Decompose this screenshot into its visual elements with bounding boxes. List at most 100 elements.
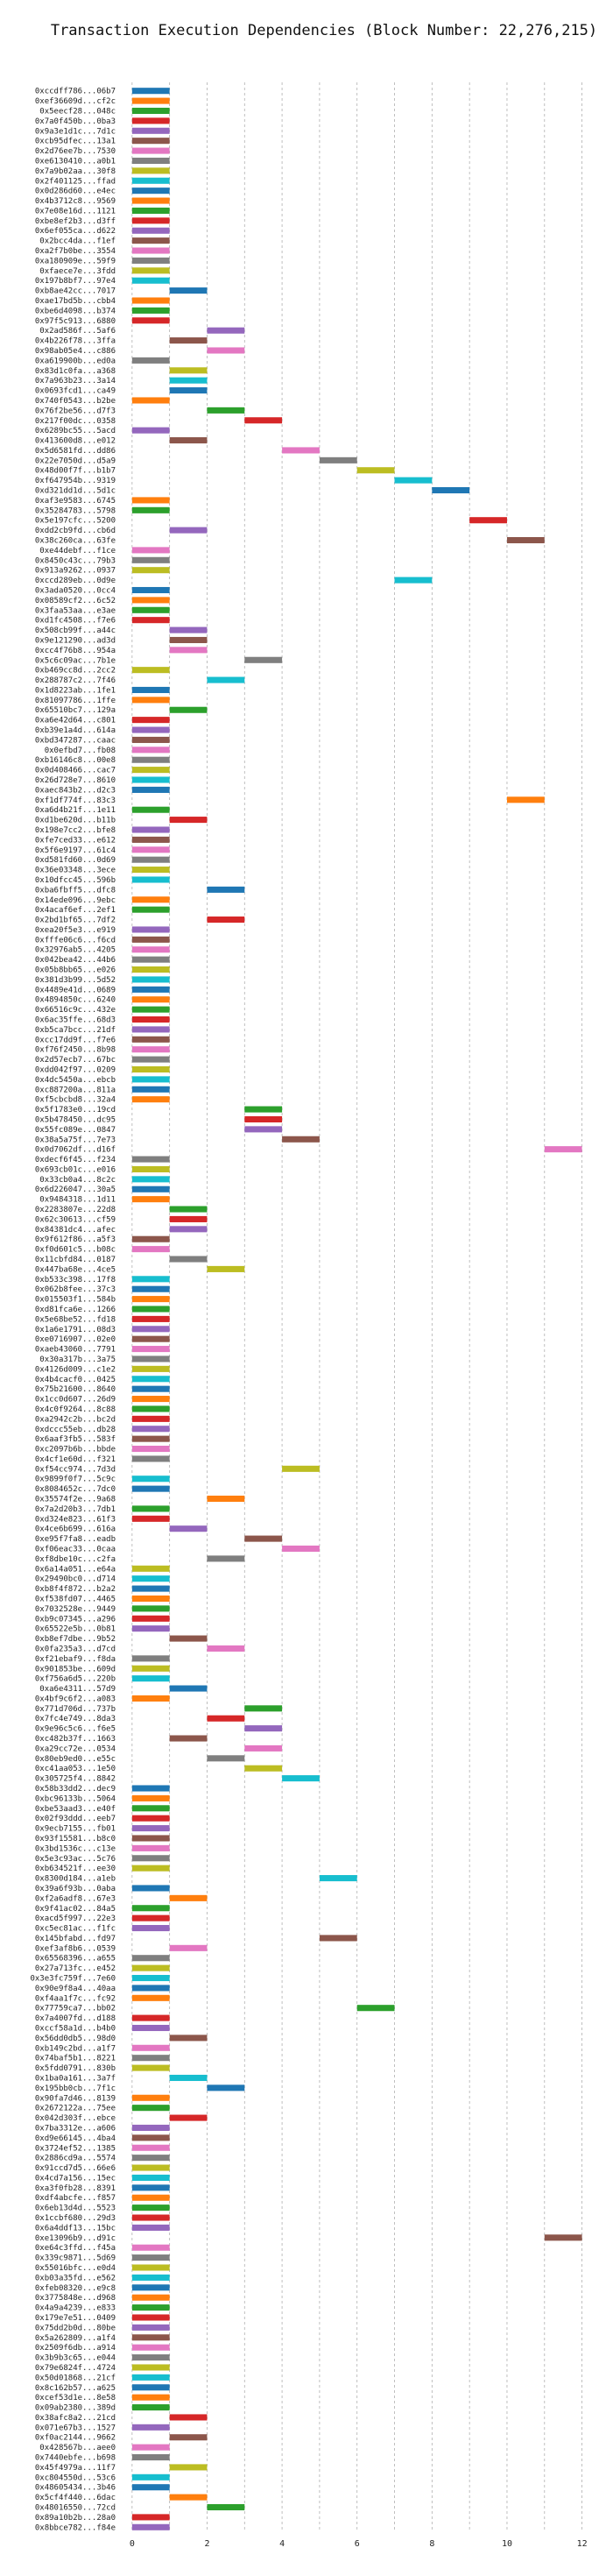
transaction-bar <box>544 1146 582 1153</box>
transaction-label: 0x2ad586f...5af6 <box>39 327 116 336</box>
transaction-label: 0x6289bc55...5acd <box>35 427 116 435</box>
transaction-label: 0x48605434...3b46 <box>35 2484 116 2493</box>
transaction-label: 0xcc17dd9f...f7e6 <box>35 1036 116 1044</box>
transaction-label: 0x217f00dc...0358 <box>35 417 116 426</box>
transaction-label: 0xb16146c8...00e8 <box>35 756 116 765</box>
transaction-label: 0x75dd2b0d...80be <box>35 2324 116 2332</box>
transaction-bar <box>131 2473 170 2480</box>
transaction-label: 0x4c0f9264...8c88 <box>35 1405 116 1414</box>
transaction-bar <box>131 2364 170 2371</box>
transaction-label: 0x428567b...aee0 <box>39 2444 116 2452</box>
transaction-bar <box>131 2334 170 2341</box>
transaction-label: 0xb03a35fd...e562 <box>35 2274 116 2282</box>
transaction-label: 0x413600d8...e012 <box>35 437 116 446</box>
transaction-bar <box>207 407 245 414</box>
transaction-bar <box>169 1635 208 1642</box>
transaction-bar <box>244 417 283 424</box>
transaction-label: 0x7a963b23...3a14 <box>35 377 116 386</box>
transaction-label: 0xc887200a...811a <box>35 1086 116 1094</box>
transaction-bar <box>131 1844 170 1851</box>
transaction-label: 0x6a4ddf13...15bc <box>35 2224 116 2233</box>
transaction-label: 0x7a4007fd...d188 <box>35 2014 116 2023</box>
transaction-label: 0xbd347287...caac <box>35 736 116 745</box>
transaction-label: 0x02f93ddd...eeb7 <box>35 1815 116 1823</box>
transaction-bar <box>131 1505 170 1512</box>
transaction-label: 0xf0ac2144...9662 <box>35 2434 116 2443</box>
transaction-bar <box>169 647 208 654</box>
transaction-label: 0xf5cbcbd8...32a4 <box>35 1096 116 1105</box>
transaction-label: 0x3faa53aa...e3ae <box>35 606 116 615</box>
transaction-label: 0xb8f4f872...b2a2 <box>35 1585 116 1594</box>
transaction-bar <box>207 1715 245 1722</box>
transaction-label: 0x5a262809...a1f4 <box>35 2334 116 2343</box>
transaction-label: 0x9e121290...ad3d <box>35 636 116 645</box>
transaction-bar <box>169 2464 208 2471</box>
transaction-label: 0xcc4f76b8...954a <box>35 647 116 655</box>
transaction-bar <box>131 2444 170 2451</box>
transaction-label: 0x381d3b99...5d52 <box>35 976 116 985</box>
transaction-bar <box>131 267 170 274</box>
transaction-bar <box>131 1625 170 1632</box>
transaction-bar <box>131 1955 170 1962</box>
transaction-label: 0x042bea42...44b6 <box>35 956 116 965</box>
transaction-label: 0x4bf9c6f2...a083 <box>35 1695 116 1703</box>
transaction-label: 0x0d7062df...d16f <box>35 1146 116 1155</box>
transaction-bar <box>131 1306 170 1313</box>
transaction-bar <box>131 1086 170 1093</box>
transaction-label: 0x447ba68e...4ce5 <box>35 1265 116 1274</box>
transaction-bar <box>282 1775 320 1782</box>
transaction-bar <box>131 1016 170 1023</box>
bars <box>131 88 582 2530</box>
transaction-bar <box>131 427 170 434</box>
transaction-label: 0xd9e66145...4ba4 <box>35 2134 116 2143</box>
transaction-bar <box>131 2014 170 2021</box>
transaction-bar <box>131 217 170 224</box>
transaction-bar <box>169 377 208 384</box>
transaction-bar <box>131 2224 170 2231</box>
transaction-label: 0x2f401125...ffad <box>35 177 116 186</box>
transaction-label: 0x32976ab5...4205 <box>35 946 116 955</box>
transaction-label: 0xb634521f...ee30 <box>35 1865 116 1873</box>
transaction-bar <box>131 207 170 214</box>
transaction-bar <box>131 1156 170 1163</box>
transaction-bar <box>131 2404 170 2411</box>
transaction-bar <box>131 1006 170 1013</box>
transaction-bar <box>131 1665 170 1672</box>
transaction-bar <box>131 257 170 264</box>
transaction-label: 0xb8ae42cc...7017 <box>35 287 116 296</box>
transaction-label: 0x5e197cfc...5200 <box>35 517 116 526</box>
transaction-bar <box>131 2055 170 2062</box>
transaction-bar <box>131 1655 170 1662</box>
transaction-bar <box>244 1126 283 1133</box>
transaction-bar <box>169 2074 208 2082</box>
transaction-bar <box>131 2024 170 2032</box>
transaction-bar <box>131 2164 170 2171</box>
transaction-label: 0x071e67b3...1527 <box>35 2424 116 2432</box>
transaction-label: 0x4b3712c8...9569 <box>35 197 116 206</box>
transaction-label: 0xbe53aad3...e40f <box>35 1805 116 1814</box>
transaction-bar <box>131 138 170 145</box>
transaction-bar <box>169 437 208 444</box>
transaction-label: 0x4cf1e60d...f321 <box>35 1455 116 1464</box>
transaction-label: 0x7e08e16d...1121 <box>35 207 116 216</box>
transaction-label: 0x9a3e1d1c...7d1c <box>35 127 116 136</box>
transaction-label: 0x042d303f...ebce <box>35 2114 116 2123</box>
transaction-bar <box>169 1206 208 1213</box>
transaction-bar <box>506 796 545 803</box>
transaction-label: 0x179e7e51...0409 <box>35 2314 116 2323</box>
transaction-label: 0x77759ca7...bb02 <box>35 2005 116 2013</box>
transaction-bar <box>282 1465 320 1472</box>
transaction-bar <box>169 2114 208 2121</box>
transaction-bar <box>131 1446 170 1453</box>
transaction-label: 0x771d706d...737b <box>35 1705 116 1714</box>
transaction-label: 0x75b21600...8640 <box>35 1385 116 1394</box>
transaction-bar <box>131 1276 170 1283</box>
transaction-label: 0x3e3fc759f...7e60 <box>30 1975 116 1984</box>
transaction-label: 0x8450c43c...79b3 <box>35 556 116 565</box>
transaction-bar <box>169 367 208 374</box>
transaction-label: 0x5b478450...dc95 <box>35 1115 116 1124</box>
x-tick-label: 6 <box>355 2539 360 2549</box>
transaction-bar <box>131 606 170 613</box>
x-tick-label: 0 <box>130 2539 135 2549</box>
transaction-label: 0xaeb43060...7791 <box>35 1346 116 1355</box>
